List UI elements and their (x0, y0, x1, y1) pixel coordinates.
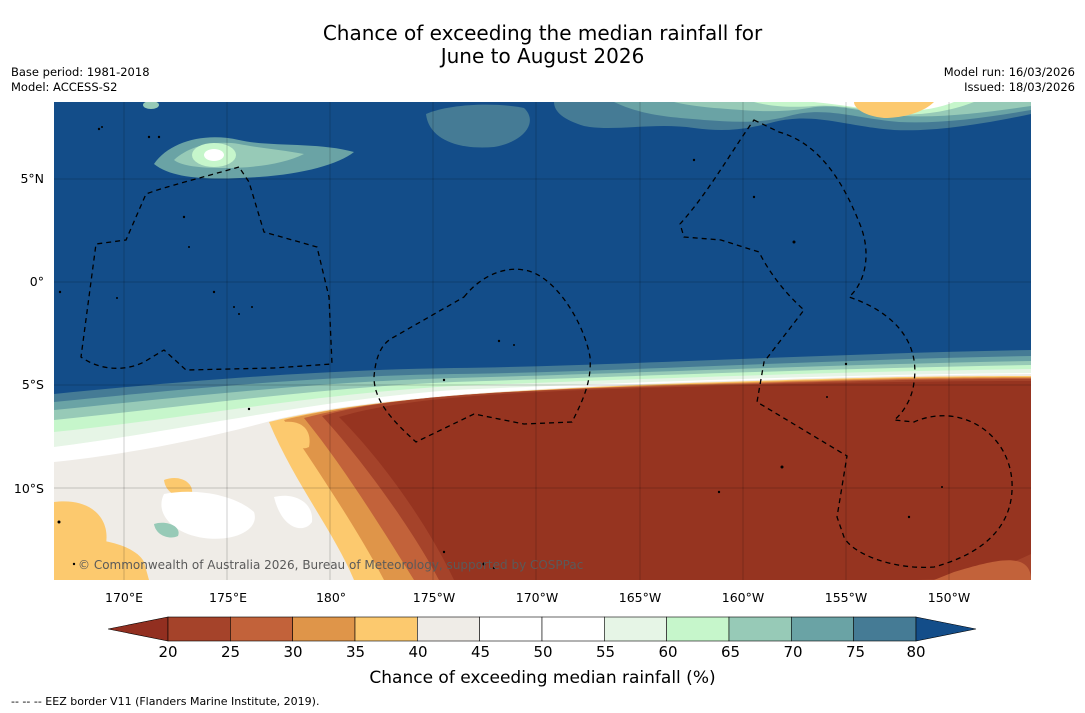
colorbar-label: Chance of exceeding median rainfall (%) (369, 668, 716, 688)
south-dry-region (54, 350, 1031, 580)
base-period: Base period: 1981-2018 (11, 65, 150, 79)
colorbar-tick: 30 (283, 643, 303, 661)
eez-borders (80, 119, 1013, 569)
map-title: Chance of exceeding the median rainfall … (0, 22, 1085, 68)
colorbar-tick: 75 (845, 643, 866, 661)
colorbar-segment (728, 616, 792, 642)
colorbar-segment (541, 616, 605, 642)
rainfall-map (54, 102, 1031, 580)
colorbar-extend-low (108, 616, 169, 642)
lon-label-155w: 155°W (824, 590, 868, 605)
lon-label-175w: 175°W (412, 590, 456, 605)
colorbar-tick: 35 (345, 643, 366, 661)
title-line-2: June to August 2026 (440, 44, 645, 68)
colorbar-tick: 70 (783, 643, 803, 661)
colorbar-tick: 25 (220, 643, 241, 661)
colorbar-segment (417, 616, 480, 642)
islands (57, 126, 943, 570)
colorbar-segment (791, 616, 854, 642)
colorbar-segment (853, 616, 917, 642)
colorbar-tick: 50 (533, 643, 553, 661)
colorbar-segment (666, 616, 730, 642)
north-wet-patches (143, 102, 1031, 179)
title-line-1: Chance of exceeding the median rainfall … (322, 21, 763, 45)
copyright-notice: © Commonwealth of Australia 2026, Bureau… (78, 558, 584, 572)
colorbar-segment (479, 616, 543, 642)
lon-label-170w: 170°W (515, 590, 559, 605)
colorbar-tick: 60 (658, 643, 678, 661)
colorbar-segment (230, 616, 293, 642)
colorbar-segments (167, 616, 917, 642)
colorbar-tick: 65 (720, 643, 741, 661)
colorbar-segment (167, 616, 231, 642)
lon-label-150w: 150°W (927, 590, 971, 605)
lat-label-5n: 5°N (20, 171, 44, 186)
colorbar-segment (354, 616, 418, 642)
colorbar-tick: 80 (906, 643, 926, 661)
eez-footnote: -- -- -- EEZ border V11 (Flanders Marine… (11, 695, 320, 708)
lon-label-175e: 175°E (208, 590, 248, 605)
lon-label-165w: 165°W (618, 590, 662, 605)
colorbar-segment (604, 616, 667, 642)
issued-date: Issued: 18/03/2026 (964, 80, 1075, 94)
colorbar-tick: 20 (158, 643, 178, 661)
lon-label-170e: 170°E (104, 590, 144, 605)
model-run: Model run: 16/03/2026 (943, 65, 1075, 79)
lat-label-0: 0° (29, 274, 44, 289)
colorbar-tick: 45 (470, 643, 491, 661)
meta-left: Base period: 1981-2018 Model: ACCESS-S2 (11, 65, 150, 95)
lon-label-160w: 160°W (721, 590, 765, 605)
lat-label-10s: 10°S (13, 481, 44, 496)
map-area (54, 102, 1031, 580)
colorbar (108, 616, 977, 642)
colorbar-extend-high (915, 616, 977, 642)
graticule (54, 102, 1031, 580)
lat-label-5s: 5°S (21, 377, 44, 392)
model-name: Model: ACCESS-S2 (11, 80, 118, 94)
colorbar-tick: 55 (595, 643, 616, 661)
lon-label-180: 180° (315, 590, 347, 605)
meta-right: Model run: 16/03/2026 Issued: 18/03/2026 (944, 65, 1075, 95)
colorbar-segment (292, 616, 356, 642)
colorbar-tick: 40 (408, 643, 428, 661)
